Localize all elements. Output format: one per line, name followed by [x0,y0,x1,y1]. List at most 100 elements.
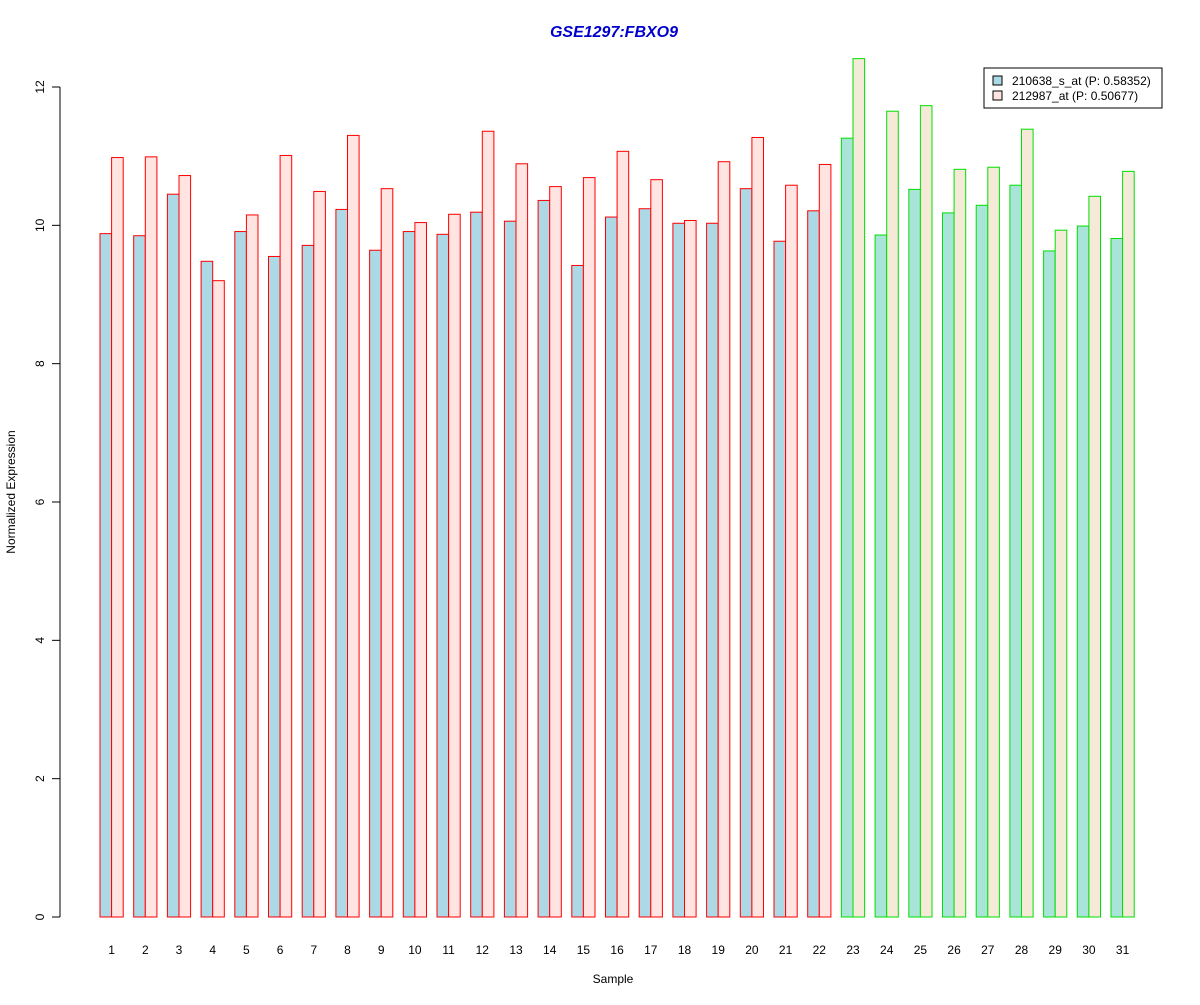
bar-series-2-sample-22 [818,163,832,918]
x-tick-label: 12 [476,943,490,957]
bar-series-1-sample-11 [436,233,450,918]
legend: 210638_s_at (P: 0.58352) 212987_at (P: 0… [983,67,1163,109]
x-tick-label: 29 [1049,943,1063,957]
x-tick-label: 31 [1116,943,1130,957]
bar-series-2-sample-28 [1021,128,1034,918]
x-tick-label: 11 [442,943,455,957]
x-tick-label: 14 [543,943,557,957]
bar-series-2-sample-31 [1122,170,1135,918]
bar-series-2-sample-4 [212,280,225,918]
bar-series-2-sample-11 [448,213,461,918]
bar-series-2-sample-1 [111,157,124,918]
bar-series-2-sample-9 [380,188,394,918]
x-tick-label: 17 [644,943,658,957]
bar-series-1-sample-21 [773,240,787,918]
bar-series-1-sample-15 [571,264,584,918]
legend-label-series-2: 212987_at (P: 0.50677) [1012,89,1138,103]
y-tick-label: 4 [33,637,47,644]
y-tick-label: 6 [33,498,47,505]
bar-series-1-sample-7 [301,244,315,918]
bar-series-2-sample-6 [279,154,293,918]
bar-series-2-sample-7 [313,190,326,918]
bar-series-2-sample-25 [919,105,933,918]
bar-series-1-sample-4 [200,260,214,918]
bar-series-1-sample-23 [840,137,854,918]
bar-series-2-sample-15 [582,177,596,918]
bar-series-2-sample-10 [414,222,427,918]
legend-box [983,67,1163,109]
x-tick-label: 4 [209,943,216,957]
x-tick-label: 3 [176,943,183,957]
x-tick-label: 28 [1015,943,1029,957]
x-tick-label: 2 [142,943,149,957]
bar-series-2-sample-8 [347,134,360,918]
y-axis-label: Normalized Expression [4,430,18,553]
bar-series-1-sample-30 [1076,225,1090,918]
bar-series-2-sample-12 [481,130,495,918]
y-tick-label: 2 [33,775,47,782]
y-tick-label: 10 [33,218,47,232]
x-tick-label: 23 [846,943,860,957]
bar-series-1-sample-31 [1110,237,1124,918]
x-tick-label: 9 [378,943,385,957]
x-tick-label: 22 [813,943,827,957]
x-tick-label: 26 [947,943,961,957]
legend-label-series-1: 210638_s_at (P: 0.58352) [1012,74,1151,88]
x-tick-label: 18 [678,943,692,957]
bar-series-2-sample-2 [144,156,158,918]
bar-series-2-sample-13 [515,163,529,918]
bar-series-1-sample-17 [638,208,652,918]
x-tick-label: 8 [344,943,351,957]
legend-swatch-series-2 [992,90,1003,101]
x-tick-label: 15 [577,943,591,957]
bar-series-1-sample-16 [605,216,618,918]
bar-series-2-sample-23 [852,58,866,918]
x-tick-label: 5 [243,943,250,957]
x-tick-label: 1 [108,943,115,957]
x-tick-label: 20 [745,943,759,957]
bar-series-2-sample-24 [886,110,899,918]
bar-series-1-sample-20 [739,188,753,918]
bar-series-2-sample-18 [684,219,697,918]
bar-series-2-sample-29 [1054,229,1068,918]
bar-series-1-sample-13 [503,220,517,918]
bar-series-1-sample-22 [807,210,820,918]
bar-series-2-sample-17 [650,179,663,918]
bar-series-2-sample-16 [616,150,630,918]
bar-series-1-sample-29 [1043,250,1056,918]
x-tick-label: 24 [880,943,894,957]
legend-swatch-series-1 [992,75,1003,86]
bar-series-2-sample-27 [987,166,1000,918]
y-tick-label: 12 [33,80,47,94]
x-tick-label: 6 [277,943,284,957]
bar-series-1-sample-14 [537,199,551,918]
x-tick-label: 16 [610,943,624,957]
y-tick-label: 8 [33,360,47,367]
bar-series-2-sample-20 [751,136,765,918]
bars-group [99,58,1135,918]
chart-title: GSE1297:FBXO9 [550,24,678,41]
bar-series-1-sample-1 [99,233,113,918]
y-axis: 0 2 4 6 8 10 12 [33,80,61,920]
x-tick-label: 27 [981,943,995,957]
bar-series-2-sample-19 [717,161,731,918]
bar-series-1-sample-2 [133,235,146,918]
bar-series-1-sample-19 [706,222,719,918]
bar-series-2-sample-26 [953,168,967,918]
bar-series-1-sample-25 [908,188,921,918]
x-tick-label: 10 [408,943,422,957]
bar-series-1-sample-28 [1009,184,1023,918]
bar-series-2-sample-5 [245,214,259,918]
bar-series-2-sample-3 [178,175,192,918]
bar-series-2-sample-14 [549,186,562,918]
bar-series-1-sample-5 [234,231,247,918]
x-tick-label: 19 [712,943,726,957]
x-tick-label: 13 [509,943,523,957]
bar-series-2-sample-30 [1088,195,1102,918]
x-tick-label: 25 [914,943,928,957]
bar-series-2-sample-21 [785,184,798,918]
bar-series-1-sample-8 [335,208,348,918]
x-tick-label: 30 [1082,943,1096,957]
